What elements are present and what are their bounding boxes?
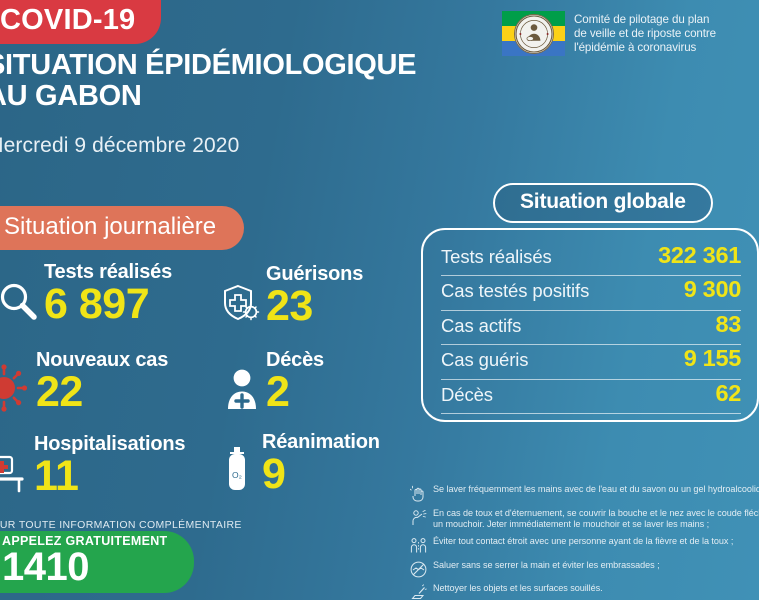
daily-stat-recoveries: Guérisons 23 [218,264,363,327]
magnifier-icon [0,275,40,325]
republic-seal-icon [513,13,554,54]
global-row: Décès 62 [441,380,741,414]
daily-stat-deaths-label: Décès [266,349,324,371]
distance-icon [410,537,427,554]
clean-surface-icon [410,584,427,600]
global-row: Cas guéris 9 155 [441,345,742,380]
prevention-tip-line-1: En cas de toux et d'éternuement, se couv… [433,507,759,518]
daily-stat-deaths-value: 2 [266,368,290,416]
daily-stat-new-cases-label: Nouveaux cas [36,349,169,371]
prevention-tip-text: Se laver fréquemment les mains avec de l… [433,484,759,496]
daily-stat-intensive-care-value: 9 [262,450,286,498]
prevention-tip-text: Éviter tout contact étroit avec une pers… [433,536,733,548]
committee-name-line-1: Comité de pilotage du plan [574,13,710,26]
global-row: Tests réalisés 322 361 [441,242,741,277]
committee-name: Comité de pilotage du plan de veille et … [574,11,716,55]
global-row-label: Cas actifs [441,314,522,336]
daily-stat-tests-value: 6 897 [44,280,150,328]
global-row-value: 83 [715,310,741,337]
prevention-tip-line-1: Saluer sans se serrer la main et éviter … [433,559,660,570]
svg-text:O₂: O₂ [232,470,242,480]
prevention-tip: En cas de toux et d'éternuement, se couv… [410,508,759,531]
global-row: Cas actifs 83 [441,310,741,346]
cough-elbow-icon [410,509,427,526]
global-row-value: 9 155 [683,345,742,372]
global-row-value: 9 300 [683,276,742,303]
prevention-tip-line-2: un mouchoir. Jeter immédiatement le mouc… [433,519,710,530]
daily-stat-intensive-care-label: Réanimation [262,431,380,453]
page-title: SITUATION ÉPIDÉMIOLOGIQUE AU GABON [0,49,417,113]
daily-stat-recoveries-value: 23 [266,282,313,330]
global-row-label: Tests réalisés [441,246,552,267]
global-row: Cas testés positifs 9 300 [441,276,742,311]
title-line-1: SITUATION ÉPIDÉMIOLOGIQUE [0,49,417,81]
daily-stat-tests: Tests réalisés 6 897 [0,262,172,325]
committee-name-line-2: de veille et de riposte contre [574,27,717,41]
prevention-tip-text: En cas de toux et d'éternuement, se couv… [433,508,759,531]
report-date: Mercredi 9 décembre 2020 [0,134,240,157]
gabon-flag-icon [502,11,565,56]
daily-stat-recoveries-label: Guérisons [266,263,364,285]
committee-logo-block: Comité de pilotage du plan de veille et … [502,11,716,56]
daily-stat-hospitalisations: Hospitalisations 11 [0,434,185,497]
prevention-tip: Saluer sans se serrer la main et éviter … [410,560,759,578]
global-row-label: Cas testés positifs [441,280,590,302]
committee-name-line-3: l'épidémie à coronavirus [574,41,697,55]
global-row-value: 62 [715,379,741,406]
prevention-tip: Se laver fréquemment les mains avec de l… [409,484,759,502]
virus-icon [0,363,32,413]
prevention-tip-line-1: Se laver fréquemment les mains avec de l… [433,484,759,494]
prevention-tip-line-1: Éviter tout contact étroit avec une pers… [433,536,734,547]
prevention-tip-text: Saluer sans se serrer la main et éviter … [433,560,660,572]
global-row-label: Cas guéris [441,349,529,371]
hotline-intro-text: POUR TOUTE INFORMATION COMPLÉMENTAIRE [0,519,242,531]
deceased-person-icon [222,365,262,413]
prevention-tip-line-1: Nettoyer les objets et les surfaces soui… [433,583,603,594]
daily-situation-banner: Situation journalière [0,206,245,250]
covid19-badge: COVID-19 [0,0,162,44]
hospital-bed-icon [0,449,30,497]
hotline-number: 1410 [2,544,89,589]
prevention-tip: Nettoyer les objets et les surfaces soui… [410,583,759,600]
daily-stat-hospitalisations-value: 11 [34,452,79,500]
daily-stat-hospitalisations-label: Hospitalisations [34,433,186,455]
global-row-label: Décès [441,383,493,405]
global-situation-badge-label: Situation globale [520,190,686,213]
daily-stat-tests-label: Tests réalisés [44,261,173,283]
no-handshake-icon [410,561,427,578]
prevention-tip-text: Nettoyer les objets et les surfaces soui… [433,583,603,595]
hotline-call-label: APPELEZ GRATUITEMENT [2,534,168,548]
prevention-tips-list: Se laver fréquemment les mains avec de l… [409,484,759,600]
daily-stat-deaths: Décès 2 [222,350,324,413]
title-line-2: AU GABON [0,80,142,113]
global-situation-panel: Tests réalisés 322 361 Cas testés positi… [421,228,759,422]
daily-stat-new-cases-value: 22 [36,368,83,416]
oxygen-tank-icon: O₂ [218,445,258,495]
daily-stat-intensive-care: O₂ Réanimation 9 [218,432,380,495]
shield-virus-icon [218,281,262,327]
daily-stat-new-cases: Nouveaux cas 22 [0,350,168,413]
prevention-tip: Éviter tout contact étroit avec une pers… [410,536,759,554]
global-situation-badge: Situation globale [493,183,713,223]
global-row-value: 322 361 [658,242,741,268]
hand-wash-icon [409,485,427,502]
hotline-banner: APPELEZ GRATUITEMENT 1410 [0,531,194,593]
